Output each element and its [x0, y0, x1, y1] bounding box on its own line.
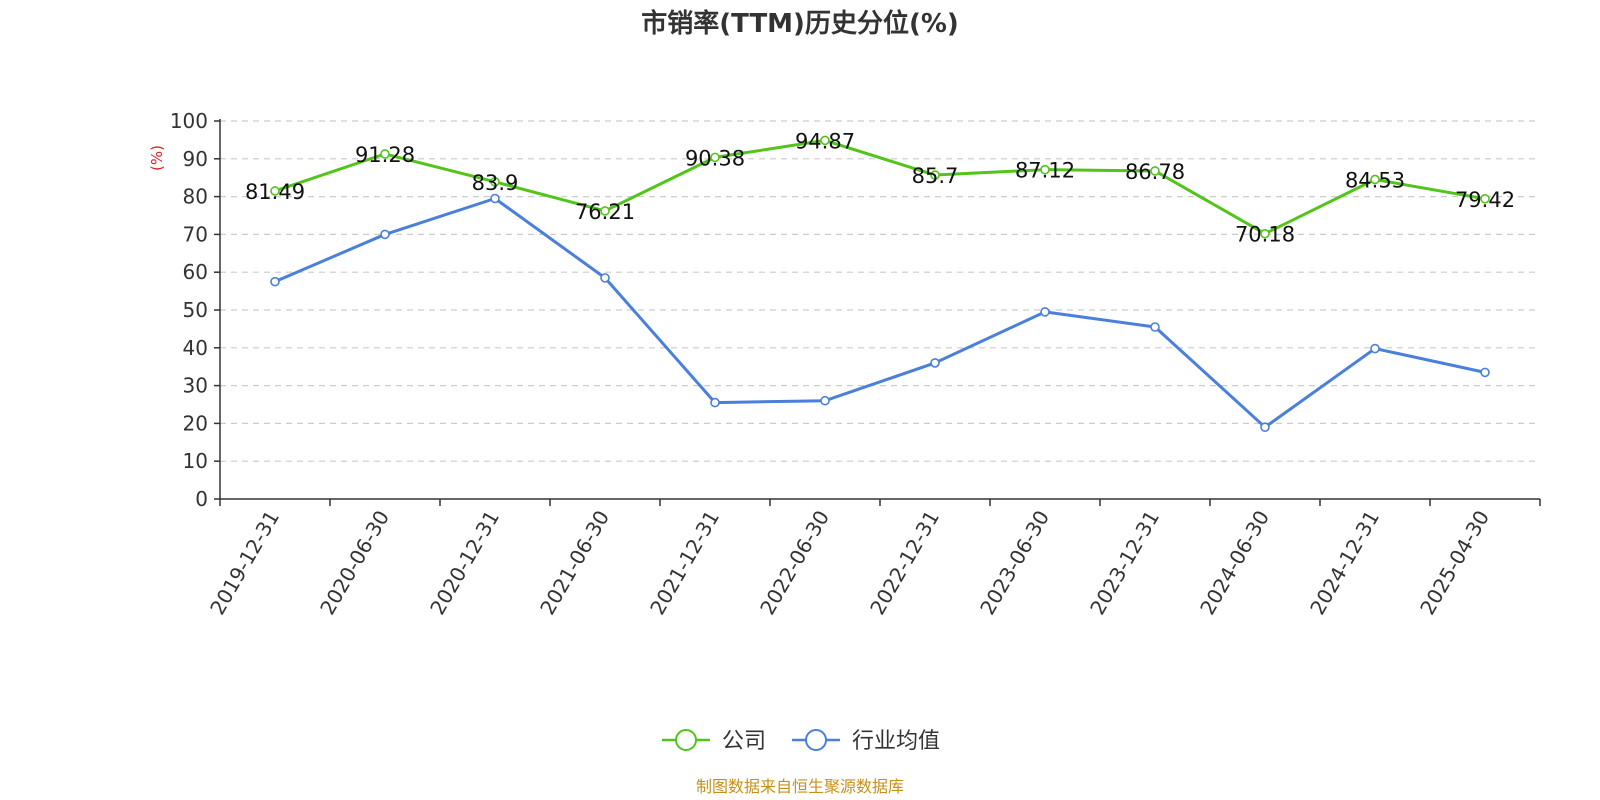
- legend-item[interactable]: 行业均值: [792, 729, 940, 754]
- data-point[interactable]: [490, 177, 500, 187]
- data-point[interactable]: [710, 152, 720, 163]
- series-line: [274, 196, 1486, 429]
- chart-title: 市销率(TTM)历史分位(%): [641, 8, 959, 39]
- x-tick-label: 2023-12-31: [1085, 506, 1164, 619]
- data-point[interactable]: [1260, 228, 1270, 239]
- x-tick-label: 2022-12-31: [865, 506, 944, 619]
- legend-label: 公司: [722, 729, 766, 754]
- legend-item[interactable]: 公司: [662, 729, 766, 754]
- data-point[interactable]: [490, 193, 500, 204]
- legend-marker: [675, 729, 697, 751]
- y-tick-label: 20: [183, 411, 208, 435]
- series-line: [274, 138, 1486, 236]
- y-tick-label: 50: [183, 298, 208, 322]
- x-tick-label: 2022-06-30: [755, 506, 834, 619]
- axes: 0 10 20 30 40 50 60 70 80 90 100 2019-12-31 2020-06-…: [170, 109, 1541, 619]
- data-point[interactable]: [270, 276, 280, 287]
- data-label: 84.53: [1345, 168, 1405, 192]
- data-label: 70.18: [1235, 223, 1295, 247]
- data-labels: 81.49 91.28 83.9 76.21 90.38 94.87 85.7 87.12 86…: [245, 129, 1515, 246]
- x-tick-label: 2020-12-31: [425, 506, 504, 619]
- data-point[interactable]: [1480, 367, 1490, 378]
- grid-lines: [220, 120, 1540, 462]
- y-tick-label: 0: [195, 487, 208, 511]
- legend[interactable]: 公司 行业均值: [662, 729, 940, 754]
- y-tick-label: 10: [183, 449, 208, 473]
- data-label: 76.21: [575, 200, 635, 224]
- data-label: 81.49: [245, 180, 305, 204]
- data-point[interactable]: [1370, 174, 1380, 185]
- data-point[interactable]: [1150, 322, 1160, 332]
- y-tick-label: 60: [183, 260, 208, 284]
- data-point[interactable]: [380, 149, 390, 159]
- y-tick-label: 70: [183, 222, 208, 246]
- y-tick-label: 100: [170, 109, 208, 133]
- data-point[interactable]: [1040, 307, 1050, 317]
- data-point[interactable]: [1260, 422, 1270, 432]
- series-layer: [270, 135, 1490, 432]
- data-label: 85.7: [912, 164, 959, 188]
- data-point[interactable]: [380, 229, 390, 240]
- y-tick-label: 80: [183, 185, 208, 209]
- y-tick-label: 90: [183, 147, 208, 171]
- data-point[interactable]: [820, 135, 830, 146]
- data-label: 91.28: [355, 143, 415, 167]
- x-tick-label: 2024-06-30: [1195, 506, 1274, 619]
- data-point[interactable]: [930, 358, 940, 368]
- data-point[interactable]: [1150, 166, 1160, 176]
- data-point[interactable]: [1040, 164, 1050, 175]
- x-tick-label: 2021-12-31: [645, 506, 724, 619]
- data-label: 87.12: [1015, 159, 1075, 183]
- data-point[interactable]: [1370, 343, 1380, 354]
- y-axis-label: (%): [148, 145, 166, 171]
- y-tick-label: 30: [183, 374, 208, 398]
- data-label: 90.38: [685, 146, 745, 170]
- data-point[interactable]: [600, 206, 610, 216]
- x-tick-label: 2020-06-30: [315, 506, 394, 619]
- data-point[interactable]: [710, 397, 720, 408]
- data-point[interactable]: [600, 273, 610, 283]
- data-label: 86.78: [1125, 160, 1185, 184]
- x-tick-label: 2019-12-31: [205, 506, 284, 619]
- x-tick-label: 2021-06-30: [535, 506, 614, 619]
- x-tick-label: 2023-06-30: [975, 506, 1054, 619]
- legend-label: 行业均值: [852, 729, 940, 754]
- data-label: 83.9: [472, 171, 519, 195]
- data-point[interactable]: [820, 395, 830, 406]
- data-point[interactable]: [930, 170, 940, 180]
- x-tick-label: 2024-12-31: [1305, 506, 1384, 619]
- data-label: 94.87: [795, 129, 855, 153]
- data-label: 79.42: [1455, 188, 1515, 212]
- data-point[interactable]: [270, 186, 280, 196]
- y-tick-label: 40: [183, 336, 208, 360]
- source-note: 制图数据来自恒生聚源数据库: [696, 777, 904, 796]
- x-tick-label: 2025-04-30: [1415, 506, 1494, 619]
- legend-marker: [805, 729, 827, 751]
- data-point[interactable]: [1480, 193, 1490, 204]
